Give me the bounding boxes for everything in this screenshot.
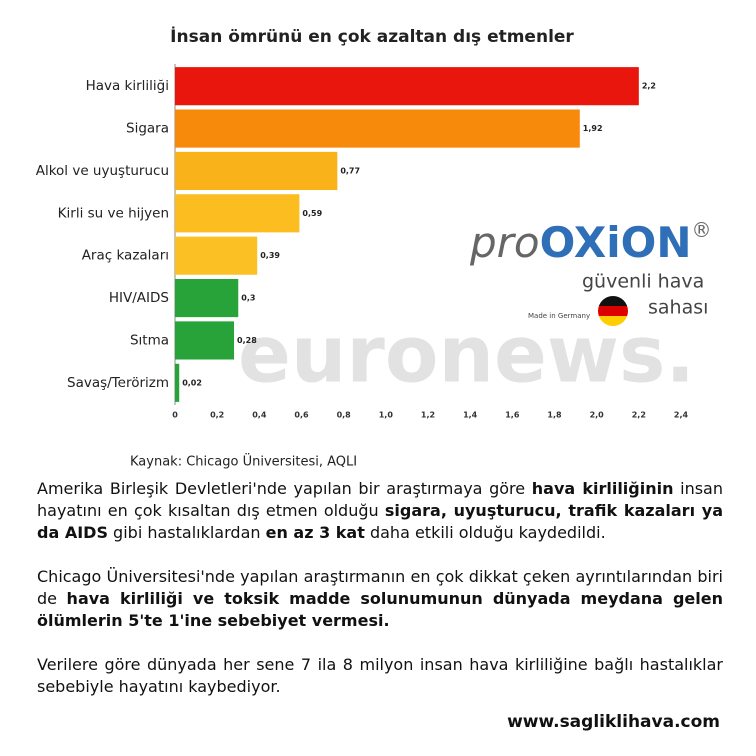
x-tick-label: 2,0 xyxy=(590,411,605,420)
x-tick-label: 1,8 xyxy=(547,411,562,420)
made-in: Made in Germany xyxy=(528,312,590,320)
value-label: 0,28 xyxy=(237,336,257,345)
bar xyxy=(175,151,338,191)
y-tick-label: Hava kirliliği xyxy=(86,78,169,94)
value-label: 0,39 xyxy=(260,251,280,260)
watermark: euronews. xyxy=(238,310,695,400)
text: Amerika Birleşik Devletleri'nde yapılan … xyxy=(37,479,532,498)
tagline: sahası xyxy=(648,297,708,319)
paragraph: Amerika Birleşik Devletleri'nde yapılan … xyxy=(37,478,723,544)
x-tick-label: 0,2 xyxy=(210,411,224,420)
bold-text: sigara, uyuşturucu, trafik kazaları ya d… xyxy=(37,501,723,542)
x-tick-label: 1,6 xyxy=(505,411,520,420)
text: Chicago Üniversitesi'nde yapılan araştır… xyxy=(37,567,723,608)
value-label: 1,92 xyxy=(583,124,603,133)
x-tick-label: 2,2 xyxy=(632,411,646,420)
y-tick-label: Kirli su ve hijyen xyxy=(58,205,169,221)
text: Verilere göre dünyada her sene 7 ila 8 m… xyxy=(37,655,723,696)
bar xyxy=(175,278,239,318)
brand-oxion: OXiON xyxy=(540,218,692,267)
tagline: güvenli hava xyxy=(582,271,704,293)
y-tick-label: Sıtma xyxy=(130,332,169,348)
value-label: 0,59 xyxy=(302,209,322,218)
value-label: 0,02 xyxy=(182,378,202,387)
value-label: 2,2 xyxy=(642,82,656,91)
chart: euronews. İnsan ömrünü en çok azaltan dı… xyxy=(36,25,712,470)
bar xyxy=(175,236,258,275)
website: www.sagliklihava.com xyxy=(507,712,720,732)
x-tick-label: 1,2 xyxy=(421,411,435,420)
y-tick-label: HIV/AIDS xyxy=(109,290,169,306)
bold-text: hava kirliliğinin xyxy=(531,479,674,498)
x-tick-label: 0 xyxy=(172,411,178,420)
value-label: 0,3 xyxy=(241,294,255,303)
x-tick-label: 1,0 xyxy=(379,411,394,420)
brand-mark: ® xyxy=(691,218,711,242)
bold-text: hava kirliliği ve toksik madde solunumun… xyxy=(37,589,724,630)
y-tick-label: Araç kazaları xyxy=(82,248,169,264)
bar xyxy=(175,109,580,148)
text: daha etkili olduğu kaydedildi. xyxy=(364,523,606,542)
paragraph: Verilere göre dünyada her sene 7 ila 8 m… xyxy=(37,654,723,698)
x-tick-label: 2,4 xyxy=(674,411,689,420)
flag xyxy=(598,296,628,326)
bar xyxy=(175,363,180,402)
x-tick-label: 0,4 xyxy=(252,411,267,420)
chart-title: İnsan ömrünü en çok azaltan dış etmenler xyxy=(170,25,574,47)
bar xyxy=(175,321,235,360)
paragraph: Chicago Üniversitesi'nde yapılan araştır… xyxy=(37,566,723,632)
bar xyxy=(175,194,300,233)
value-label: 0,77 xyxy=(340,166,360,175)
bold-text: en az 3 kat xyxy=(265,523,365,542)
source: Kaynak: Chicago Üniversitesi, AQLI xyxy=(130,453,357,470)
x-tick-label: 0,6 xyxy=(294,411,309,420)
x-tick-label: 0,8 xyxy=(337,411,352,420)
y-tick-label: Savaş/Terörizm xyxy=(67,375,169,391)
body-text: Amerika Birleşik Devletleri'nde yapılan … xyxy=(37,478,723,720)
bar xyxy=(175,67,639,106)
x-tick-label: 1,4 xyxy=(463,411,478,420)
y-tick-label: Alkol ve uyuşturucu xyxy=(36,163,169,179)
text: gibi hastalıklardan xyxy=(107,523,266,542)
brand-pro: pro xyxy=(469,218,540,267)
y-tick-label: Sigara xyxy=(126,121,169,137)
brand: proOXiON® xyxy=(469,218,711,267)
text: insan hayatını en çok kısaltan dış etmen… xyxy=(37,479,723,520)
